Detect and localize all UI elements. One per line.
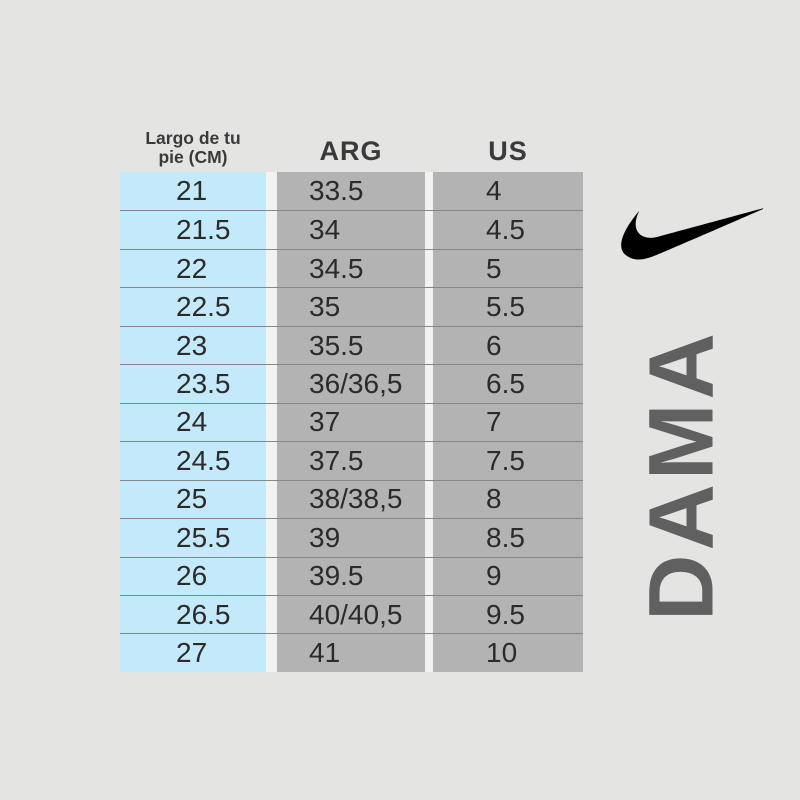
column-gap — [266, 442, 277, 480]
cell-foot-length-cm: 26 — [120, 557, 266, 595]
table-row: 22 34.5 5 — [120, 248, 583, 288]
column-gap — [425, 519, 433, 557]
column-gap — [425, 595, 433, 634]
cell-arg-size: 40/40,5 — [277, 595, 425, 634]
cell-arg-size: 33.5 — [277, 172, 425, 211]
cell-arg-size: 37 — [277, 403, 425, 442]
cell-foot-length-cm: 24 — [120, 403, 266, 442]
column-gap — [266, 519, 277, 557]
column-gap — [266, 634, 277, 672]
cell-us-size: 7 — [433, 403, 583, 442]
table-row: 21 33.5 4 — [120, 172, 583, 211]
cell-us-size: 5 — [433, 249, 583, 288]
cell-arg-size: 35.5 — [277, 326, 425, 365]
table-body: 21 33.5 4 21.5 34 4.5 22 34.5 5 22.5 35 … — [120, 172, 583, 672]
cell-foot-length-cm: 21 — [120, 172, 266, 211]
column-gap — [425, 634, 433, 672]
table-row: 21.5 34 4.5 — [120, 210, 583, 249]
cell-us-size: 9.5 — [433, 595, 583, 634]
cell-us-size: 5.5 — [433, 288, 583, 326]
column-header-arg: ARG — [319, 136, 383, 166]
cell-foot-length-cm: 23 — [120, 326, 266, 365]
table-row: 27 41 10 — [120, 633, 583, 672]
column-gap — [425, 480, 433, 519]
cell-us-size: 10 — [433, 634, 583, 672]
cell-arg-size: 34.5 — [277, 249, 425, 288]
size-chart-table: Largo de tu pie (CM) ARG US 21 33.5 4 21… — [120, 121, 583, 672]
cell-us-size: 8.5 — [433, 519, 583, 557]
column-gap — [266, 365, 277, 403]
column-gap — [425, 172, 433, 211]
cell-arg-size: 39 — [277, 519, 425, 557]
cell-foot-length-cm: 24.5 — [120, 442, 266, 480]
column-header-foot-length: Largo de tu pie (CM) — [120, 129, 266, 167]
column-gap — [266, 595, 277, 634]
column-gap — [425, 326, 433, 365]
column-gap — [266, 211, 277, 249]
column-gap — [266, 249, 277, 288]
cell-arg-size: 37.5 — [277, 442, 425, 480]
cell-foot-length-cm: 23.5 — [120, 365, 266, 403]
table-header-row: Largo de tu pie (CM) ARG US — [120, 121, 583, 172]
cell-foot-length-cm: 21.5 — [120, 211, 266, 249]
column-gap — [425, 365, 433, 403]
table-row: 24 37 7 — [120, 402, 583, 442]
table-row: 26.5 40/40,5 9.5 — [120, 594, 583, 634]
column-gap — [266, 480, 277, 519]
cell-us-size: 6.5 — [433, 365, 583, 403]
cell-foot-length-cm: 25 — [120, 480, 266, 519]
cell-us-size: 6 — [433, 326, 583, 365]
cell-foot-length-cm: 22 — [120, 249, 266, 288]
cell-foot-length-cm: 22.5 — [120, 288, 266, 326]
column-gap — [425, 442, 433, 480]
column-header-us: US — [488, 136, 528, 166]
cell-us-size: 4 — [433, 172, 583, 211]
column-header-foot-length-line2: pie (CM) — [158, 147, 228, 167]
column-gap — [266, 403, 277, 442]
column-gap — [266, 326, 277, 365]
column-header-foot-length-line1: Largo de tu — [145, 128, 241, 148]
cell-foot-length-cm: 26.5 — [120, 595, 266, 634]
table-row: 26 39.5 9 — [120, 556, 583, 595]
table-row: 25.5 39 8.5 — [120, 518, 583, 557]
cell-arg-size: 34 — [277, 211, 425, 249]
nike-swoosh-icon — [621, 208, 764, 260]
column-gap — [425, 249, 433, 288]
column-gap — [425, 403, 433, 442]
table-row: 23.5 36/36,5 6.5 — [120, 364, 583, 403]
column-gap — [266, 288, 277, 326]
table-row: 24.5 37.5 7.5 — [120, 441, 583, 480]
table-row: 25 38/38,5 8 — [120, 479, 583, 519]
cell-arg-size: 39.5 — [277, 557, 425, 595]
column-gap — [425, 288, 433, 326]
table-row: 22.5 35 5.5 — [120, 287, 583, 326]
cell-us-size: 4.5 — [433, 211, 583, 249]
cell-foot-length-cm: 25.5 — [120, 519, 266, 557]
column-gap — [266, 172, 277, 211]
cell-us-size: 8 — [433, 480, 583, 519]
cell-us-size: 7.5 — [433, 442, 583, 480]
cell-arg-size: 38/38,5 — [277, 480, 425, 519]
column-gap — [266, 557, 277, 595]
column-gap — [425, 211, 433, 249]
category-label-dama: DAMA — [630, 329, 733, 621]
cell-arg-size: 36/36,5 — [277, 365, 425, 403]
column-gap — [425, 557, 433, 595]
cell-foot-length-cm: 27 — [120, 634, 266, 672]
cell-arg-size: 41 — [277, 634, 425, 672]
cell-us-size: 9 — [433, 557, 583, 595]
cell-arg-size: 35 — [277, 288, 425, 326]
table-row: 23 35.5 6 — [120, 325, 583, 365]
